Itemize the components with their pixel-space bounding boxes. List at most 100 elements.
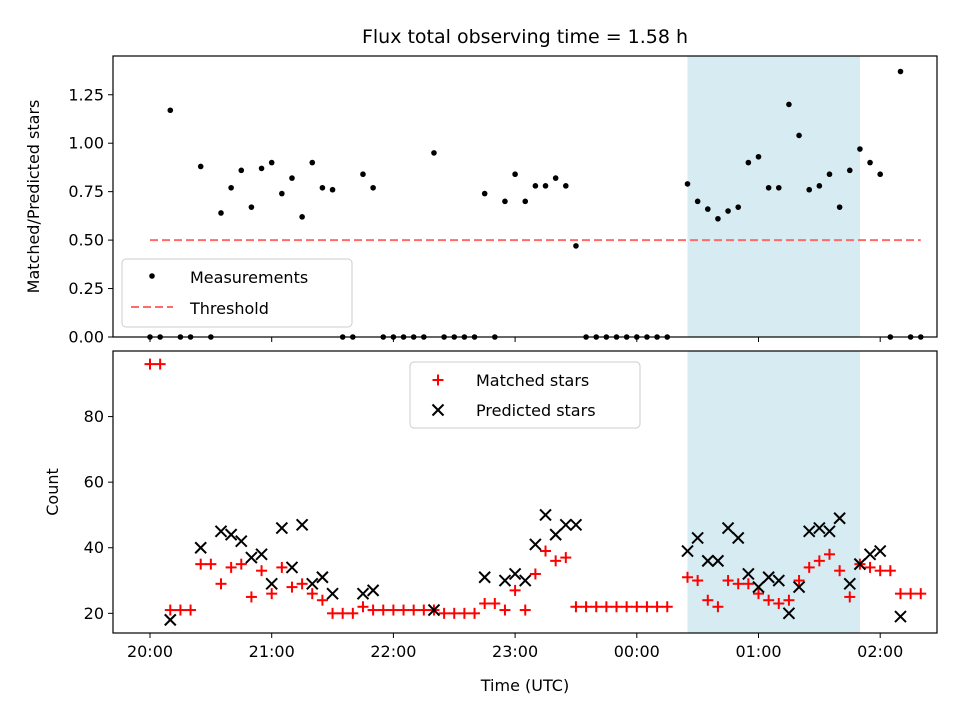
top-y-tick-label: 0.50 xyxy=(68,231,104,250)
matched-point xyxy=(509,584,521,596)
top-y-tick-label: 0.25 xyxy=(68,279,104,298)
predicted-point xyxy=(427,603,441,617)
matched-point xyxy=(458,607,470,619)
top-axes: 0.00 0.25 0.50 0.75 1.00 1.25 xyxy=(68,85,881,347)
measurement-point xyxy=(258,165,265,172)
measurement-point xyxy=(715,215,721,222)
measurement-point xyxy=(502,198,508,205)
measurement-point xyxy=(877,171,883,178)
measurement-point xyxy=(552,175,559,181)
legend-measurements-marker xyxy=(149,273,155,279)
measurement-point xyxy=(765,184,772,191)
legend-predicted-marker xyxy=(431,403,445,417)
cross-b xyxy=(823,525,836,538)
legend-cross xyxy=(431,403,445,417)
predicted-point xyxy=(701,554,714,568)
predicted-point xyxy=(833,512,846,525)
cross-b xyxy=(732,531,745,545)
matched-point xyxy=(408,604,420,616)
measurement-point xyxy=(481,190,488,197)
predicted-point xyxy=(224,528,238,541)
matched-point xyxy=(347,607,359,619)
top-panel: 0.00 0.25 0.50 0.75 1.00 1.25 Matched/Predict… xyxy=(24,55,938,347)
predicted-point xyxy=(711,554,725,568)
matched-point xyxy=(215,578,227,590)
predicted-point xyxy=(478,571,491,584)
legend-threshold-label: Threshold xyxy=(189,299,269,318)
measurement-point xyxy=(431,150,437,156)
matched-point xyxy=(144,358,156,370)
measurement-point xyxy=(796,132,802,139)
matched-point xyxy=(611,601,623,613)
predicted-point xyxy=(762,571,775,584)
cross-b xyxy=(813,521,826,535)
cross-b xyxy=(873,544,887,558)
matched-point xyxy=(489,597,501,609)
cross-b xyxy=(235,534,248,548)
count-points xyxy=(144,358,927,627)
measurement-point xyxy=(725,208,731,214)
matched-point xyxy=(235,558,247,570)
predicted-point xyxy=(681,544,694,558)
cross-b xyxy=(366,584,380,597)
matched-point xyxy=(185,604,197,616)
cross-b xyxy=(356,587,370,600)
matched-point xyxy=(367,604,379,616)
measurement-point xyxy=(755,153,762,160)
matched-point xyxy=(225,561,237,573)
measurement-point xyxy=(289,175,295,181)
matched-point xyxy=(793,575,805,587)
bottom-x-tick-label: 20:00 xyxy=(127,642,173,661)
measurement-point xyxy=(238,167,245,174)
predicted-point xyxy=(164,613,177,627)
bottom-axes: 20 40 60 80 20:00 21:00 22:00 23:00 00:00 01:00 02… xyxy=(84,407,904,661)
predicted-point xyxy=(316,571,329,584)
cross-b xyxy=(431,403,445,417)
measurement-point xyxy=(806,186,813,193)
chart-title: Flux total observing time = 1.58 h xyxy=(362,26,688,48)
matched-point xyxy=(550,555,562,567)
cross-b xyxy=(306,577,319,591)
bottom-legend-box xyxy=(409,361,641,429)
measurement-point xyxy=(167,107,174,114)
matched-point xyxy=(712,601,724,613)
predicted-point xyxy=(265,577,278,591)
predicted-point xyxy=(326,587,339,600)
measurement-point xyxy=(329,186,336,193)
legend-measurements-label: Measurements xyxy=(190,268,308,287)
predicted-point xyxy=(519,574,532,587)
matched-point xyxy=(377,604,389,616)
matched-point xyxy=(631,601,643,613)
matched-point xyxy=(580,601,592,613)
cross-b xyxy=(549,528,562,541)
cross-b xyxy=(478,571,491,584)
matched-point xyxy=(661,601,673,613)
predicted-point xyxy=(721,521,735,535)
predicted-point xyxy=(863,548,877,561)
predicted-point xyxy=(194,541,207,554)
matched-point xyxy=(600,601,612,613)
cross-b xyxy=(255,548,268,561)
matched-point xyxy=(154,358,166,370)
matched-point xyxy=(195,558,207,570)
predicted-point xyxy=(559,518,573,531)
measurement-point xyxy=(360,171,366,178)
matched-point xyxy=(763,594,775,606)
matched-point xyxy=(205,558,217,570)
predicted-point xyxy=(732,531,745,545)
matched-point xyxy=(864,561,876,573)
matched-point xyxy=(834,565,846,577)
cross-b xyxy=(894,610,907,623)
matched-point xyxy=(479,597,491,609)
measurement-point xyxy=(857,146,863,152)
predicted-point xyxy=(742,567,755,581)
cross-b xyxy=(792,580,806,594)
matched-point xyxy=(641,601,653,613)
matched-point xyxy=(590,601,602,613)
matched-point xyxy=(894,588,906,600)
cross-b xyxy=(214,525,228,538)
cross-b xyxy=(833,512,846,525)
cross-b xyxy=(782,607,796,620)
bottom-shaded-span xyxy=(687,351,860,633)
matched-point xyxy=(286,581,298,593)
